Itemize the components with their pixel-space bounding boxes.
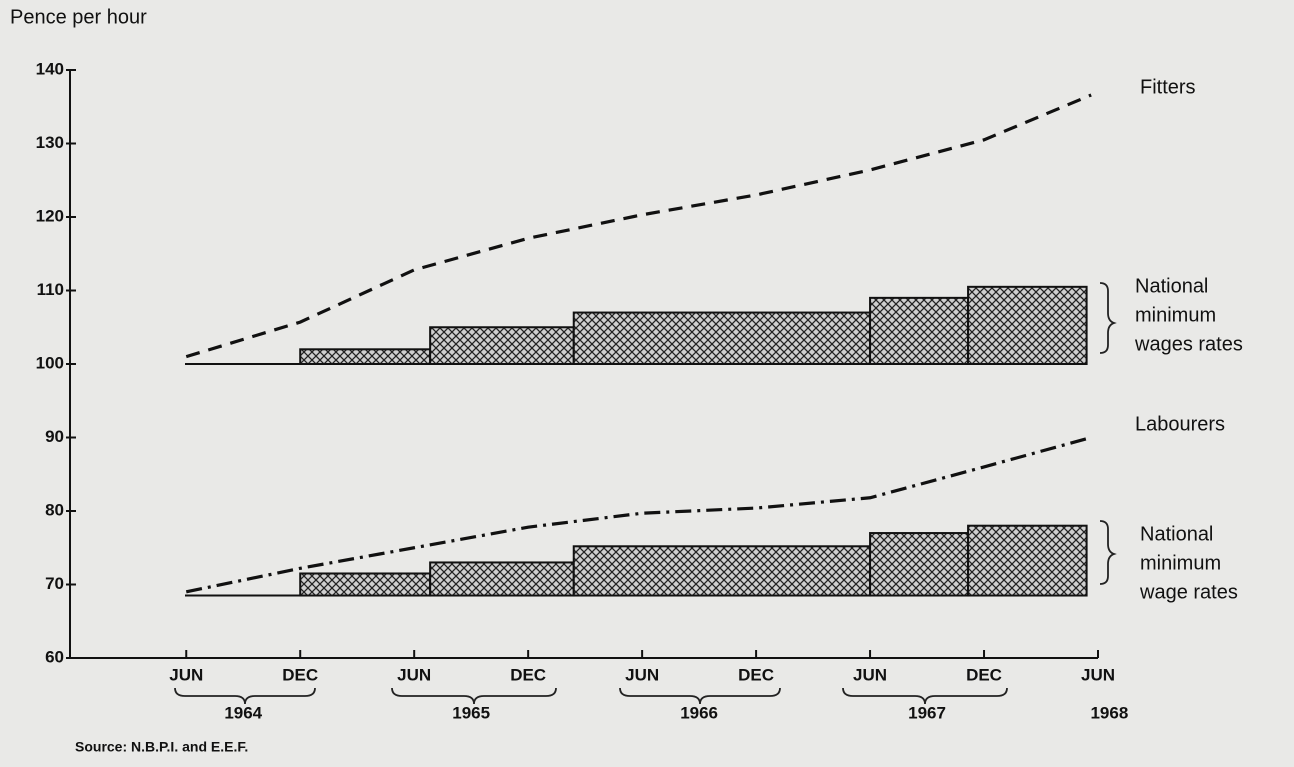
- series-label: wage rates: [1139, 581, 1238, 603]
- series-label: wages rates: [1134, 333, 1243, 355]
- wage-step: [967, 524, 1088, 597]
- series-label: minimum: [1135, 304, 1216, 326]
- x-tick-label: DEC: [966, 665, 1002, 684]
- series-label: National: [1135, 275, 1208, 297]
- x-tick-label: JUN: [169, 665, 203, 684]
- wage-step: [572, 545, 872, 597]
- series-label: Labourers: [1135, 413, 1225, 435]
- series-label: minimum: [1140, 552, 1221, 574]
- y-tick-label: 90: [45, 427, 64, 446]
- source: Source: N.B.P.I. and E.E.F.: [75, 739, 248, 755]
- y-tick-label: 140: [36, 59, 64, 78]
- x-tick-label: JUN: [625, 665, 659, 684]
- series-label: Fitters: [1140, 76, 1196, 98]
- wage-step: [299, 572, 432, 597]
- y-tick-label: 100: [36, 353, 64, 372]
- y-tick-label: 70: [45, 574, 64, 593]
- wage-step: [429, 326, 575, 365]
- y-tick-label: 80: [45, 500, 64, 519]
- y-axis-label: Pence per hour: [10, 6, 147, 28]
- label-brace: [1099, 520, 1117, 585]
- x-tick-label: DEC: [510, 665, 546, 684]
- wage-step: [429, 561, 575, 597]
- series-label: National: [1140, 523, 1213, 545]
- x-tick-label: JUN: [397, 665, 431, 684]
- year-label: 1966: [680, 703, 718, 722]
- year-label: 1964: [224, 703, 262, 722]
- wage-step: [869, 532, 970, 597]
- year-label: 1967: [908, 703, 946, 722]
- year-braces: [174, 687, 1008, 705]
- wage-step: [967, 285, 1088, 366]
- y-tick-label: 60: [45, 647, 64, 666]
- y-tick-label: 120: [36, 206, 64, 225]
- x-tick-label: JUN: [853, 665, 887, 684]
- label-brace: [1099, 282, 1117, 354]
- x-tick-label: DEC: [282, 665, 318, 684]
- wage-step: [869, 296, 970, 366]
- x-tick-label: DEC: [738, 665, 774, 684]
- y-tick-label: 130: [36, 133, 64, 152]
- series-line: [185, 93, 1092, 359]
- x-tick-label: JUN: [1081, 665, 1115, 684]
- y-tick-label: 110: [37, 280, 64, 299]
- wage-step: [572, 311, 872, 365]
- year-label: 1968: [1090, 703, 1128, 722]
- year-label: 1965: [452, 703, 490, 722]
- wage-step: [299, 348, 432, 365]
